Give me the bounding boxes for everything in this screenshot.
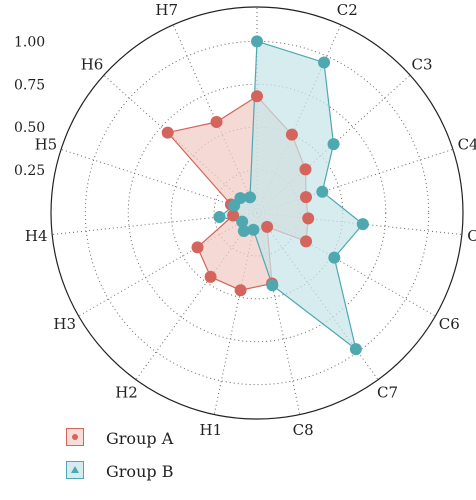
- point-1-h7: [244, 191, 257, 204]
- point-0-c3: [299, 163, 312, 176]
- point-1-h6: [234, 192, 247, 205]
- triangle-icon: [66, 461, 84, 479]
- axis-label-h6: H6: [81, 56, 104, 74]
- axis-label-h5: H5: [35, 135, 58, 153]
- axis-label-c8: C8: [293, 421, 314, 439]
- point-1-c2: [318, 56, 331, 69]
- axis-label-c5: C5: [467, 227, 476, 245]
- axis-label-h4: H4: [25, 227, 48, 245]
- point-1-c8: [266, 279, 279, 292]
- radial-tick-label-0: 0.25: [14, 163, 45, 179]
- legend-label-group-b: Group B: [106, 462, 174, 481]
- circle-icon: [66, 428, 84, 446]
- point-1-h4: [213, 210, 226, 223]
- point-1-c7: [349, 343, 362, 356]
- axis-label-c6: C6: [439, 315, 460, 333]
- outer-circle: [50, 6, 464, 420]
- axis-label-h1: H1: [199, 421, 222, 439]
- legend-label-group-a: Group A: [106, 429, 174, 448]
- point-0-h6: [161, 126, 174, 139]
- point-0-c2: [285, 128, 298, 141]
- point-0-h7: [210, 116, 223, 129]
- point-0-h2: [204, 270, 217, 283]
- radial-tick-label-1: 0.50: [14, 120, 45, 136]
- axis-label-c7: C7: [377, 384, 398, 402]
- radial-tick-label-2: 0.75: [14, 77, 45, 93]
- axis-label-h7: H7: [155, 1, 178, 19]
- grid-circle-2: [127, 83, 387, 343]
- axis-label-h2: H2: [115, 384, 138, 402]
- point-1-c1: [251, 35, 263, 48]
- point-1-h3: [236, 215, 249, 228]
- point-0-h3: [191, 241, 204, 254]
- point-0-c4: [299, 191, 312, 204]
- point-0-h1: [234, 284, 247, 297]
- radial-tick-label-3: 1.00: [14, 34, 45, 50]
- point-0-c7: [261, 220, 274, 233]
- point-1-c3: [327, 138, 340, 151]
- axis-label-h3: H3: [53, 315, 76, 333]
- point-0-h4: [227, 209, 240, 222]
- point-1-c4: [316, 185, 329, 198]
- point-0-c6: [300, 235, 313, 248]
- axis-label-c4: C4: [458, 135, 476, 153]
- point-1-c5: [356, 218, 369, 231]
- point-1-h2: [237, 225, 250, 238]
- point-1-h1: [247, 223, 260, 236]
- axis-label-c2: C2: [337, 1, 358, 19]
- axis-label-c3: C3: [411, 56, 432, 74]
- point-0-c1: [251, 90, 263, 103]
- point-1-c6: [328, 251, 341, 264]
- point-0-c5: [302, 212, 315, 225]
